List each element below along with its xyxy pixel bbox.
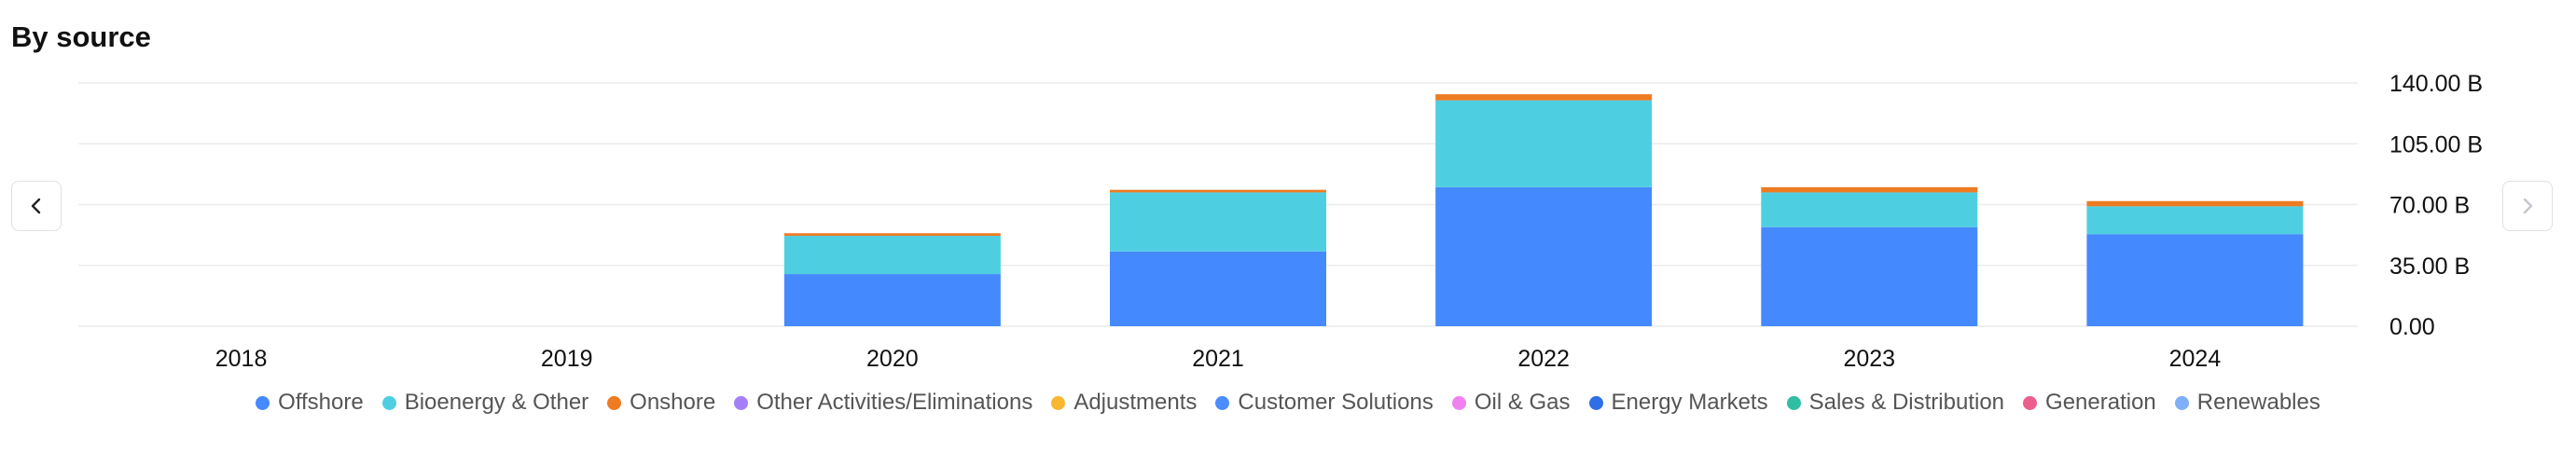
- bar-segment: [1761, 226, 1978, 326]
- bar-segment: [2086, 234, 2304, 326]
- legend-swatch: [381, 395, 396, 410]
- legend-item[interactable]: Offshore: [256, 390, 364, 416]
- x-tick-label: 2024: [2169, 346, 2222, 372]
- y-tick-label: 35.00 B: [2389, 254, 2470, 280]
- legend-item[interactable]: Bioenergy & Other: [381, 390, 589, 416]
- bar-segment: [1110, 251, 1326, 326]
- legend-label: Energy Markets: [1611, 390, 1768, 415]
- x-tick-label: 2022: [1517, 346, 1570, 372]
- legend-label: Oil & Gas: [1474, 390, 1571, 415]
- legend-item[interactable]: Generation: [2023, 390, 2156, 416]
- legend-swatch: [256, 395, 270, 410]
- legend-swatch: [1588, 395, 1603, 410]
- legend-label: Other Activities/Eliminations: [756, 390, 1033, 415]
- bar-segment: [783, 274, 1001, 326]
- bar-segment: [783, 233, 1001, 237]
- legend-label: Generation: [2045, 390, 2156, 415]
- legend-swatch: [2023, 395, 2038, 410]
- bar-segment: [1435, 94, 1653, 101]
- bar-segment: [2086, 206, 2304, 235]
- legend-label: Bioenergy & Other: [404, 390, 589, 415]
- legend-label: Onshore: [630, 390, 716, 415]
- legend-swatch: [607, 395, 622, 410]
- bar-segment: [1761, 186, 1978, 193]
- y-tick-label: 140.00 B: [2389, 71, 2483, 97]
- x-tick-label: 2018: [215, 346, 268, 372]
- legend-item[interactable]: Onshore: [607, 390, 715, 416]
- legend-label: Renewables: [2196, 390, 2320, 415]
- legend-item[interactable]: Renewables: [2174, 390, 2320, 416]
- legend-swatch: [2174, 395, 2189, 410]
- legend-item[interactable]: Adjustments: [1051, 390, 1197, 416]
- legend-swatch: [1051, 395, 1066, 410]
- bar-segment: [1110, 192, 1326, 252]
- x-tick-label: 2023: [1843, 346, 1895, 372]
- bar-segment: [2086, 200, 2304, 207]
- y-tick-label: 0.00: [2389, 314, 2435, 340]
- chevron-right-icon: [2523, 198, 2533, 214]
- chevron-left-icon: [31, 198, 41, 214]
- y-tick-label: 105.00 B: [2389, 131, 2483, 158]
- next-button[interactable]: [2502, 181, 2553, 231]
- legend-label: Offshore: [278, 390, 364, 415]
- x-tick-label: 2021: [1192, 346, 1244, 372]
- stacked-bar-chart: 0.00 35.00 B 70.00 B 105.00 B 140.00 B 2018 20…: [78, 71, 2483, 372]
- bar-segment: [1435, 100, 1653, 187]
- legend-item[interactable]: Customer Solutions: [1215, 390, 1433, 416]
- page-title: By source: [11, 21, 151, 53]
- bar-segment: [1435, 186, 1653, 326]
- legend-item[interactable]: Energy Markets: [1588, 390, 1768, 416]
- y-tick-label: 70.00 B: [2389, 193, 2470, 219]
- chart-legend: Offshore Bioenergy & Other Onshore Other Ac…: [0, 390, 2576, 416]
- x-tick-label: 2019: [541, 346, 593, 372]
- previous-button[interactable]: [11, 181, 62, 231]
- legend-item[interactable]: Other Activities/Eliminations: [734, 390, 1032, 416]
- bar-segment: [1761, 192, 1978, 227]
- legend-swatch: [1451, 395, 1466, 410]
- x-tick-label: 2020: [866, 346, 919, 372]
- legend-label: Sales & Distribution: [1808, 390, 2005, 415]
- legend-label: Customer Solutions: [1238, 390, 1433, 415]
- legend-swatch: [1215, 395, 1230, 410]
- bar-segment: [1110, 189, 1326, 193]
- legend-swatch: [1786, 395, 1801, 410]
- legend-item[interactable]: Sales & Distribution: [1786, 390, 2005, 416]
- legend-label: Adjustments: [1073, 390, 1198, 415]
- bar-segment: [783, 236, 1001, 275]
- legend-item[interactable]: Oil & Gas: [1451, 390, 1571, 416]
- legend-swatch: [734, 395, 749, 410]
